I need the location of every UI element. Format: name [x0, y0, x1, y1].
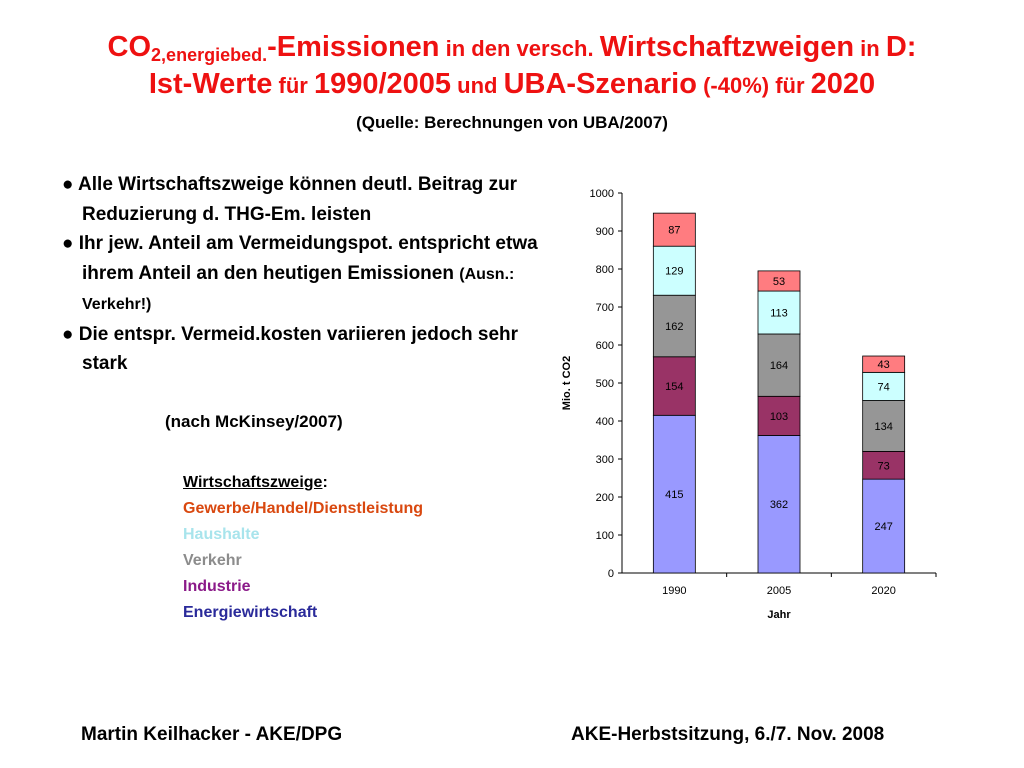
footer-event: AKE-Herbstsitzung, 6./7. Nov. 2008 — [571, 724, 885, 745]
bar-value-label: 362 — [770, 499, 788, 511]
bar-value-label: 43 — [878, 359, 890, 371]
bar-segment — [652, 212, 696, 247]
y-tick-label: 800 — [596, 264, 614, 276]
legend-item-verkehr: Verkehr — [183, 552, 242, 569]
bar-segment — [862, 355, 906, 373]
y-tick-label: 700 — [596, 302, 614, 314]
legend-colon: : — [322, 474, 328, 491]
title-fuer: für — [272, 72, 314, 98]
bar-segment — [652, 294, 696, 358]
bar-value-label: 103 — [770, 411, 788, 423]
y-tick-label: 600 — [596, 340, 614, 352]
y-tick-label: 0 — [608, 568, 614, 580]
title-minus40-fuer: (-40%) für — [696, 72, 811, 98]
bar-value-label: 415 — [665, 489, 683, 501]
x-tick-label: 2005 — [767, 585, 791, 597]
bar-segment — [862, 450, 906, 480]
title-ist-werte: Ist-Werte — [148, 67, 273, 100]
source-note: (Quelle: Berechnungen von UBA/2007) — [356, 113, 668, 132]
bar-segment — [757, 333, 801, 397]
title-co: CO — [107, 31, 152, 63]
footer-author: Martin Keilhacker - AKE/DPG — [81, 724, 343, 745]
bar-value-label: 164 — [770, 360, 788, 372]
title-subscript: 2,energiebed. — [151, 45, 268, 65]
bullet-text: ● Die entspr. Vermeid.kosten variieren j… — [62, 323, 519, 375]
y-tick-label: 500 — [596, 378, 614, 390]
bar-value-label: 162 — [665, 321, 683, 333]
y-tick-label: 400 — [596, 416, 614, 428]
title-in-den-versch: in den versch. — [439, 36, 600, 61]
legend-item-industrie: Industrie — [183, 578, 251, 595]
bar-value-label: 87 — [668, 225, 680, 237]
y-tick-label: 100 — [596, 530, 614, 542]
reference-note: (nach McKinsey/2007) — [165, 412, 343, 431]
bullet-item-2: ● Ihr jew. Anteil am Vermeidungspot. ent… — [62, 229, 542, 320]
legend-item-gewerbe: Gewerbe/Handel/Dienstleistung — [183, 500, 424, 517]
title-uba-szenario: UBA-Szenario — [503, 67, 697, 100]
bullet-text: ● Ihr jew. Anteil am Vermeidungspot. ent… — [62, 233, 538, 284]
bar-segment — [757, 395, 801, 436]
title-years: 1990/2005 — [313, 67, 452, 100]
bar-segment — [862, 400, 906, 452]
title-emissionen: -Emissionen — [267, 31, 440, 63]
bar-segment — [757, 270, 801, 292]
y-tick-label: 1000 — [590, 188, 614, 200]
title-2020: 2020 — [810, 67, 876, 100]
bar-value-label: 53 — [773, 276, 785, 288]
y-tick-label: 200 — [596, 492, 614, 504]
bar-value-label: 74 — [878, 381, 890, 393]
bar-value-label: 247 — [874, 521, 892, 533]
legend-header: Wirtschaftszweige — [183, 474, 323, 491]
bar-segment — [862, 478, 906, 574]
sector-legend: Wirtschaftszweige: Gewerbe/Handel/Dienst… — [183, 470, 423, 626]
bar-value-label: 113 — [770, 308, 788, 320]
bar-value-label: 134 — [874, 421, 892, 433]
title-wirtschaftszweigen: Wirtschaftzweigen — [599, 31, 855, 63]
emissions-stacked-bar-chart: 0 100 200 300 400 500 600 700 800 900 1000 1990 415 1… — [561, 188, 937, 621]
x-axis-title: Jahr — [767, 609, 791, 621]
bullet-text: ● Alle Wirtschaftszweige können deutl. B… — [62, 174, 518, 225]
bar-value-label: 129 — [665, 266, 683, 278]
title-in: in — [854, 36, 886, 61]
bar-segment — [862, 371, 906, 401]
slide-title: CO2,energiebed.-Emissionen in den versch… — [0, 30, 1024, 101]
bullet-item-1: ● Alle Wirtschaftszweige können deutl. B… — [62, 170, 542, 229]
y-tick-label: 900 — [596, 226, 614, 238]
bar-value-label: 154 — [665, 381, 683, 393]
legend-item-haushalte: Haushalte — [183, 526, 260, 543]
bullet-item-3: ● Die entspr. Vermeid.kosten variieren j… — [62, 320, 542, 379]
y-tick-label: 300 — [596, 454, 614, 466]
bar-segment — [652, 245, 696, 296]
x-tick-label: 1990 — [662, 585, 686, 597]
bullet-list: ● Alle Wirtschaftszweige können deutl. B… — [62, 170, 542, 379]
bar-value-label: 73 — [878, 460, 890, 472]
bullet-note: (Ausn.: Verkehr!) — [82, 265, 515, 314]
x-tick-label: 2020 — [871, 585, 895, 597]
title-und: und — [451, 72, 504, 98]
y-axis-title: Mio. t CO2 — [561, 356, 573, 410]
legend-item-energiewirtschaft: Energiewirtschaft — [183, 604, 318, 621]
bar-segment — [757, 435, 801, 574]
title-d: D: — [885, 31, 917, 63]
